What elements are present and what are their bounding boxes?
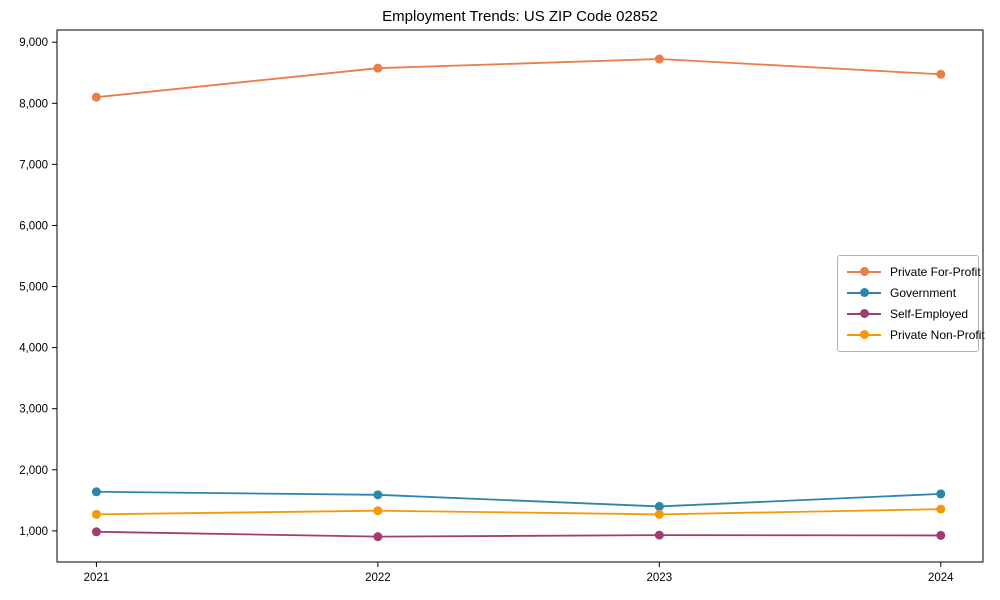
x-tick-label: 2022 bbox=[365, 572, 391, 584]
x-tick-label: 2024 bbox=[928, 572, 954, 584]
series-line-self-employed bbox=[96, 530, 941, 538]
legend-marker-icon bbox=[847, 329, 881, 340]
series-line-government bbox=[96, 490, 941, 508]
legend-marker-icon bbox=[847, 266, 881, 277]
data-point bbox=[91, 487, 101, 497]
legend-label: Self-Employed bbox=[890, 306, 969, 321]
legend-label: Government bbox=[890, 285, 957, 300]
y-tick-label: 3,000 bbox=[19, 404, 48, 416]
data-point bbox=[373, 490, 383, 500]
y-tick-label: 9,000 bbox=[19, 37, 48, 49]
legend-item: Self-Employed bbox=[838, 303, 978, 324]
y-tick-label: 5,000 bbox=[19, 282, 48, 294]
legend: Private For-Profit Government Self-Employe… bbox=[837, 255, 985, 352]
chart-title: Employment Trends: US ZIP Code 02852 bbox=[382, 8, 658, 25]
x-tick-label: 2021 bbox=[84, 572, 110, 584]
data-point bbox=[936, 69, 946, 79]
legend-item: Private For-Profit bbox=[838, 261, 981, 282]
data-point bbox=[654, 509, 664, 519]
data-point bbox=[91, 509, 101, 519]
data-point bbox=[91, 527, 101, 537]
y-tick-label: 2,000 bbox=[19, 465, 48, 477]
data-point bbox=[91, 92, 101, 102]
data-point bbox=[936, 489, 946, 499]
series-line-private-for-profit bbox=[96, 58, 941, 99]
y-tick-label: 1,000 bbox=[19, 526, 48, 538]
data-point bbox=[936, 504, 946, 514]
y-tick-label: 8,000 bbox=[19, 98, 48, 110]
series-line-private-non-profit bbox=[96, 508, 941, 516]
data-point bbox=[373, 532, 383, 542]
legend-item: Government bbox=[838, 282, 978, 303]
data-point bbox=[654, 530, 664, 540]
plot-border bbox=[56, 29, 984, 563]
data-point bbox=[936, 530, 946, 540]
legend-marker-icon bbox=[847, 287, 881, 298]
data-point bbox=[654, 501, 664, 511]
legend-label: Private Non-Profit bbox=[890, 327, 985, 342]
data-point bbox=[654, 54, 664, 64]
y-tick-label: 7,000 bbox=[19, 159, 48, 171]
y-tick-label: 4,000 bbox=[19, 343, 48, 355]
data-point bbox=[373, 506, 383, 516]
legend-item: Private Non-Profit bbox=[838, 324, 985, 345]
x-tick-label: 2023 bbox=[647, 572, 673, 584]
data-point bbox=[373, 63, 383, 73]
legend-marker-icon bbox=[847, 308, 881, 319]
y-tick-label: 6,000 bbox=[19, 220, 48, 232]
legend-label: Private For-Profit bbox=[890, 264, 981, 279]
